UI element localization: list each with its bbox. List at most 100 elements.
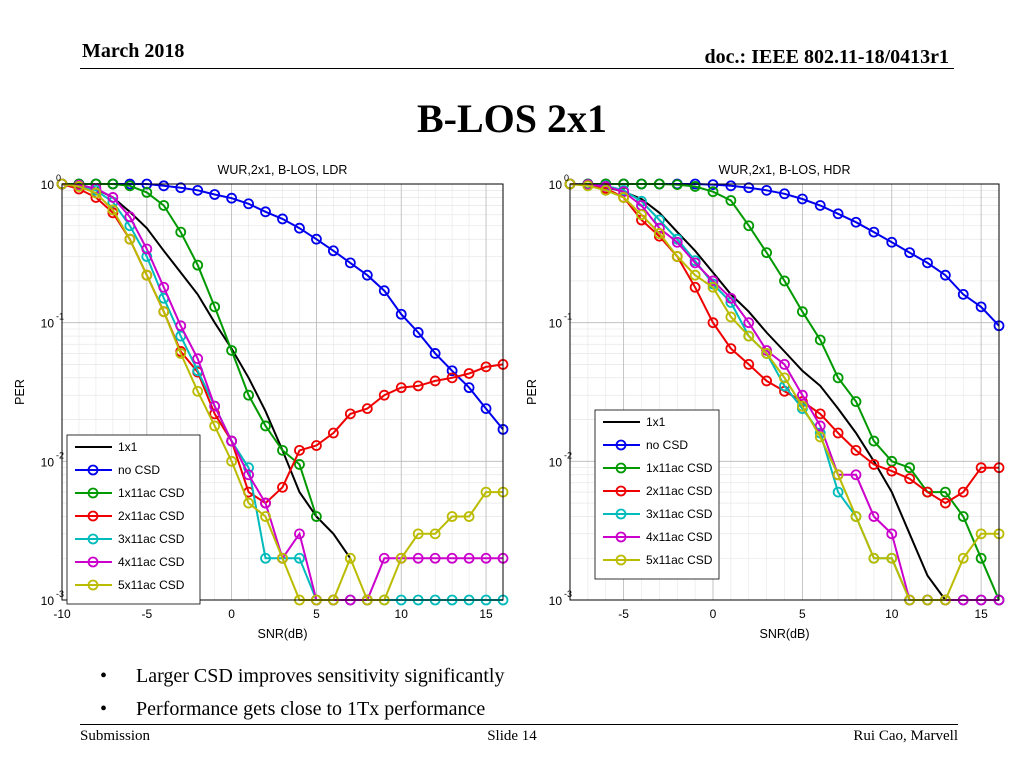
- data-point: [412, 380, 424, 392]
- x-tick-label: -10: [53, 607, 71, 621]
- data-point: [226, 192, 238, 204]
- legend-label: no CSD: [118, 463, 160, 477]
- data-point: [689, 257, 701, 269]
- legend-marker: [615, 485, 627, 497]
- data-point: [192, 184, 204, 196]
- data-point: [725, 343, 737, 355]
- x-tick-label: 10: [395, 607, 409, 621]
- y-tick-label: 10: [41, 455, 55, 469]
- data-point: [653, 228, 665, 239]
- y-tick-exponent: 0: [564, 173, 569, 183]
- bullet-marker: •: [100, 698, 108, 720]
- data-point: [796, 400, 808, 412]
- data-point: [868, 552, 880, 564]
- x-axis-label: SNR(dB): [759, 627, 809, 641]
- data-point: [779, 188, 790, 200]
- data-point: [446, 365, 458, 377]
- data-point: [378, 389, 390, 401]
- data-point: [260, 511, 271, 522]
- y-tick-exponent: -3: [564, 589, 572, 599]
- chart-title: WUR,2x1, B-LOS, LDR: [218, 163, 348, 177]
- chart-title: WUR,2x1, B-LOS, HDR: [719, 163, 851, 177]
- data-point: [796, 306, 808, 318]
- footer-divider: [80, 724, 958, 725]
- data-point: [446, 552, 458, 564]
- data-point: [743, 317, 755, 329]
- legend-marker: [87, 510, 99, 522]
- slide-title: B-LOS 2x1: [416, 96, 608, 141]
- data-point: [957, 288, 969, 300]
- data-point: [141, 251, 153, 262]
- data-point: [294, 528, 305, 540]
- data-point: [260, 552, 271, 564]
- header-date: March 2018: [82, 40, 185, 62]
- data-point: [277, 481, 288, 493]
- data-point: [344, 408, 356, 420]
- footer-author: Rui Cao, Marvell: [853, 728, 958, 744]
- data-point: [260, 420, 271, 432]
- data-point: [868, 511, 880, 522]
- y-tick-exponent: -1: [564, 312, 572, 322]
- data-point: [158, 281, 170, 293]
- data-point: [209, 400, 221, 412]
- data-point: [761, 375, 773, 387]
- data-point: [192, 353, 204, 365]
- y-tick-exponent: -2: [564, 450, 572, 460]
- chart-ldr: 10 -3 10 -2 10 -1 10 0 -10 -5 0 5 10 15 WUR,2x1, B-LOS…: [0, 150, 512, 650]
- data-point: [395, 308, 407, 320]
- data-point: [243, 497, 254, 509]
- x-tick-label: 0: [710, 607, 717, 621]
- data-point: [618, 192, 630, 203]
- data-point: [832, 486, 844, 498]
- data-point: [361, 269, 373, 281]
- x-tick-label: -5: [141, 607, 152, 621]
- data-point: [725, 195, 737, 206]
- x-tick-label: 5: [313, 607, 320, 621]
- data-point: [957, 552, 969, 564]
- data-point: [141, 269, 153, 281]
- data-point: [226, 435, 238, 447]
- y-tick-exponent: 0: [56, 173, 61, 183]
- bullet-marker: •: [100, 665, 108, 687]
- x-tick-label: 5: [799, 607, 806, 621]
- data-point: [618, 186, 630, 198]
- data-point: [975, 462, 987, 474]
- legend-marker: [615, 462, 627, 474]
- data-point: [707, 275, 719, 287]
- data-point: [412, 528, 424, 540]
- data-point: [975, 301, 987, 313]
- data-point: [294, 552, 305, 564]
- data-point: [743, 220, 755, 232]
- data-point: [480, 552, 492, 564]
- legend-label: 1x1: [118, 440, 138, 454]
- data-point: [832, 469, 844, 481]
- data-point: [796, 389, 808, 401]
- data-point: [796, 193, 808, 205]
- data-point: [311, 440, 322, 451]
- data-point: [850, 396, 862, 407]
- data-point: [725, 311, 737, 323]
- legend-marker: [615, 531, 627, 543]
- data-point: [209, 189, 221, 200]
- data-point: [922, 486, 933, 498]
- legend-label: 4x11ac CSD: [118, 555, 185, 569]
- chart-hdr: 10 -3 10 -2 10 -1 10 0 -5 0 5 10 15 WUR,2x1, B-LOS, H…: [512, 150, 1024, 650]
- data-point: [395, 552, 407, 564]
- data-point: [243, 389, 254, 401]
- y-axis-label: PER: [13, 379, 27, 405]
- y-tick-label: 10: [549, 594, 563, 608]
- data-point: [429, 375, 441, 387]
- data-point: [243, 198, 254, 210]
- data-point: [480, 486, 492, 498]
- data-point: [761, 247, 773, 259]
- legend-box: [594, 409, 720, 580]
- bullet-item: • Performance gets close to 1Tx performa…: [100, 693, 504, 726]
- data-point: [412, 552, 424, 564]
- data-point: [671, 251, 683, 262]
- footer-slide-number: Slide 14: [487, 728, 537, 744]
- data-point: [689, 269, 701, 281]
- data-point: [814, 431, 826, 443]
- data-point: [779, 275, 790, 287]
- data-point: [886, 552, 898, 564]
- legend-label: 1x11ac CSD: [646, 461, 713, 475]
